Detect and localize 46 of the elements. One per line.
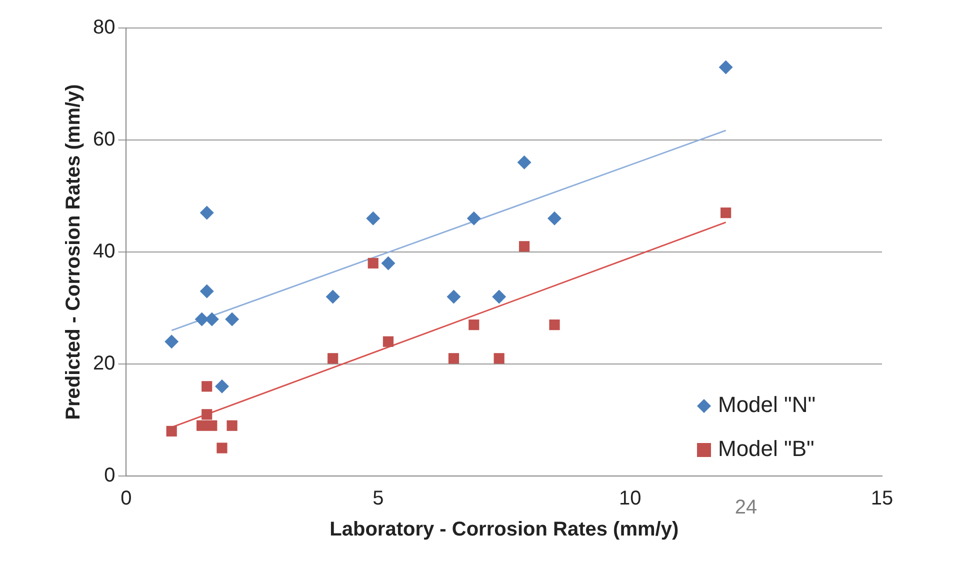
point <box>204 312 219 326</box>
point <box>214 379 229 394</box>
point <box>226 420 238 431</box>
x-tick-label: 5 <box>372 488 384 510</box>
point <box>196 420 208 431</box>
y-tick-label: 20 <box>92 352 116 375</box>
y-axis-title: Predicted - Corrosion Rates (mm/y) <box>62 84 85 420</box>
point <box>200 206 214 220</box>
point <box>202 381 212 392</box>
x-tick-label: 10 <box>618 488 642 510</box>
point <box>382 336 394 347</box>
point <box>216 442 228 454</box>
point <box>328 353 338 364</box>
legend-label: Model "N" <box>718 392 816 418</box>
point <box>718 60 733 74</box>
point <box>206 420 218 431</box>
x-tick-label: 0 <box>120 488 132 510</box>
point <box>326 290 340 304</box>
point <box>549 319 560 330</box>
x-axis-title: Laboratory - Corrosion Rates (mm/y) <box>330 518 679 541</box>
point <box>166 426 177 437</box>
point <box>448 353 460 364</box>
point <box>494 353 504 364</box>
point <box>368 258 378 269</box>
x-tick-label: 15 <box>870 488 894 510</box>
point <box>381 256 396 270</box>
point <box>720 207 732 218</box>
point <box>468 319 480 330</box>
point <box>518 241 530 252</box>
point <box>366 211 380 226</box>
y-tick-label: 60 <box>92 128 116 151</box>
y-tick-label: 40 <box>92 240 116 263</box>
point <box>225 312 240 326</box>
point <box>164 334 179 349</box>
point <box>202 409 212 420</box>
point <box>548 211 562 226</box>
legend-label: Model "B" <box>718 436 814 462</box>
point <box>517 155 532 170</box>
point <box>466 211 481 226</box>
y-tick-label: 80 <box>92 16 116 39</box>
point <box>194 312 209 326</box>
point <box>446 290 461 304</box>
text: 24 <box>734 496 758 519</box>
point <box>492 290 506 304</box>
y-tick-label: 0 <box>104 464 116 487</box>
point <box>200 284 214 298</box>
